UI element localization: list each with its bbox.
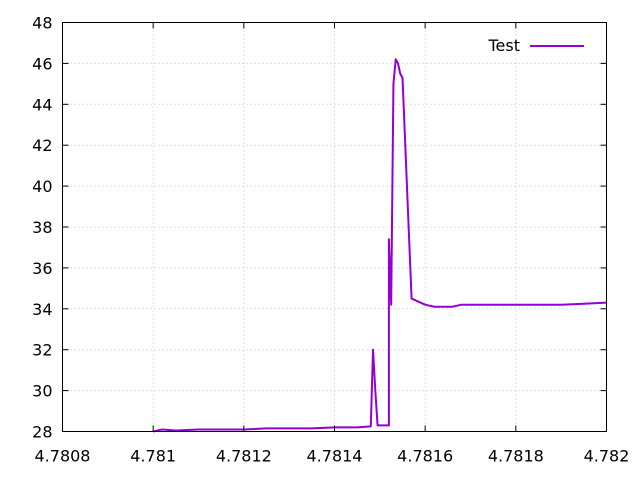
legend: Test: [487, 36, 584, 55]
x-tick-label: 4.7808: [35, 447, 91, 466]
legend-label-test: Test: [487, 36, 520, 55]
y-tick-label: 36: [32, 259, 52, 278]
x-tick-label: 4.7814: [307, 447, 363, 466]
x-tick-label: 4.7818: [488, 447, 544, 466]
y-tick-labels: 28 30 32 34 36 38 40 42 44 46 48: [32, 14, 52, 442]
y-tick-label: 42: [32, 136, 52, 155]
y-tick-label: 30: [32, 382, 52, 401]
y-tick-label: 38: [32, 218, 52, 237]
series-line-test: [152, 58, 607, 433]
y-tick-label: 28: [32, 423, 52, 442]
y-tick-label: 48: [32, 14, 52, 33]
grid-lines: [62, 22, 607, 432]
y-tick-label: 32: [32, 341, 52, 360]
y-tick-label: 44: [32, 95, 52, 114]
series-layer: [152, 58, 607, 433]
x-tick-label: 4.7816: [397, 447, 453, 466]
y-tick-label: 46: [32, 54, 52, 73]
x-tick-label: 4.781: [130, 447, 176, 466]
ticks: [62, 22, 607, 432]
y-tick-label: 34: [32, 300, 52, 319]
x-tick-label: 4.782: [584, 447, 630, 466]
x-tick-labels: 4.7808 4.781 4.7812 4.7814 4.7816 4.7818 4.782: [35, 447, 630, 466]
x-tick-label: 4.7812: [216, 447, 272, 466]
y-tick-label: 40: [32, 177, 52, 196]
